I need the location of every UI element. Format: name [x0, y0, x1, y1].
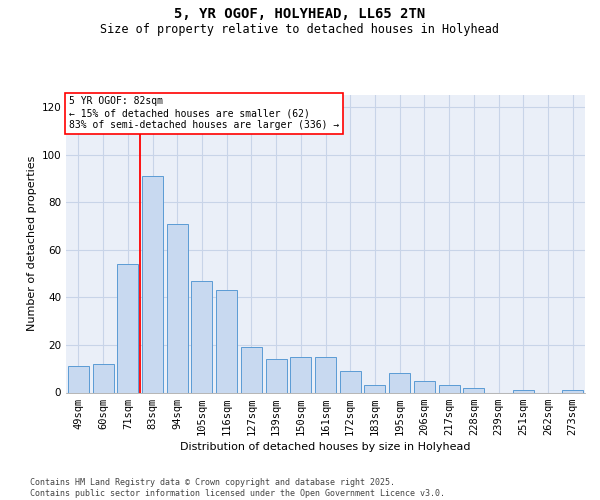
- Text: Contains HM Land Registry data © Crown copyright and database right 2025.
Contai: Contains HM Land Registry data © Crown c…: [30, 478, 445, 498]
- Bar: [167, 224, 188, 392]
- Bar: [191, 280, 212, 392]
- Bar: [315, 357, 336, 392]
- Bar: [389, 374, 410, 392]
- Bar: [92, 364, 113, 392]
- Bar: [290, 357, 311, 392]
- Text: 5, YR OGOF, HOLYHEAD, LL65 2TN: 5, YR OGOF, HOLYHEAD, LL65 2TN: [175, 8, 425, 22]
- Bar: [513, 390, 534, 392]
- Y-axis label: Number of detached properties: Number of detached properties: [27, 156, 37, 332]
- Bar: [340, 371, 361, 392]
- Bar: [142, 176, 163, 392]
- Bar: [562, 390, 583, 392]
- Bar: [241, 348, 262, 393]
- Bar: [117, 264, 138, 392]
- Text: 5 YR OGOF: 82sqm
← 15% of detached houses are smaller (62)
83% of semi-detached : 5 YR OGOF: 82sqm ← 15% of detached house…: [68, 96, 339, 130]
- Bar: [364, 386, 385, 392]
- Text: Size of property relative to detached houses in Holyhead: Size of property relative to detached ho…: [101, 22, 499, 36]
- Bar: [439, 386, 460, 392]
- Bar: [414, 380, 435, 392]
- Bar: [216, 290, 237, 392]
- X-axis label: Distribution of detached houses by size in Holyhead: Distribution of detached houses by size …: [180, 442, 471, 452]
- Bar: [266, 359, 287, 392]
- Bar: [68, 366, 89, 392]
- Bar: [463, 388, 484, 392]
